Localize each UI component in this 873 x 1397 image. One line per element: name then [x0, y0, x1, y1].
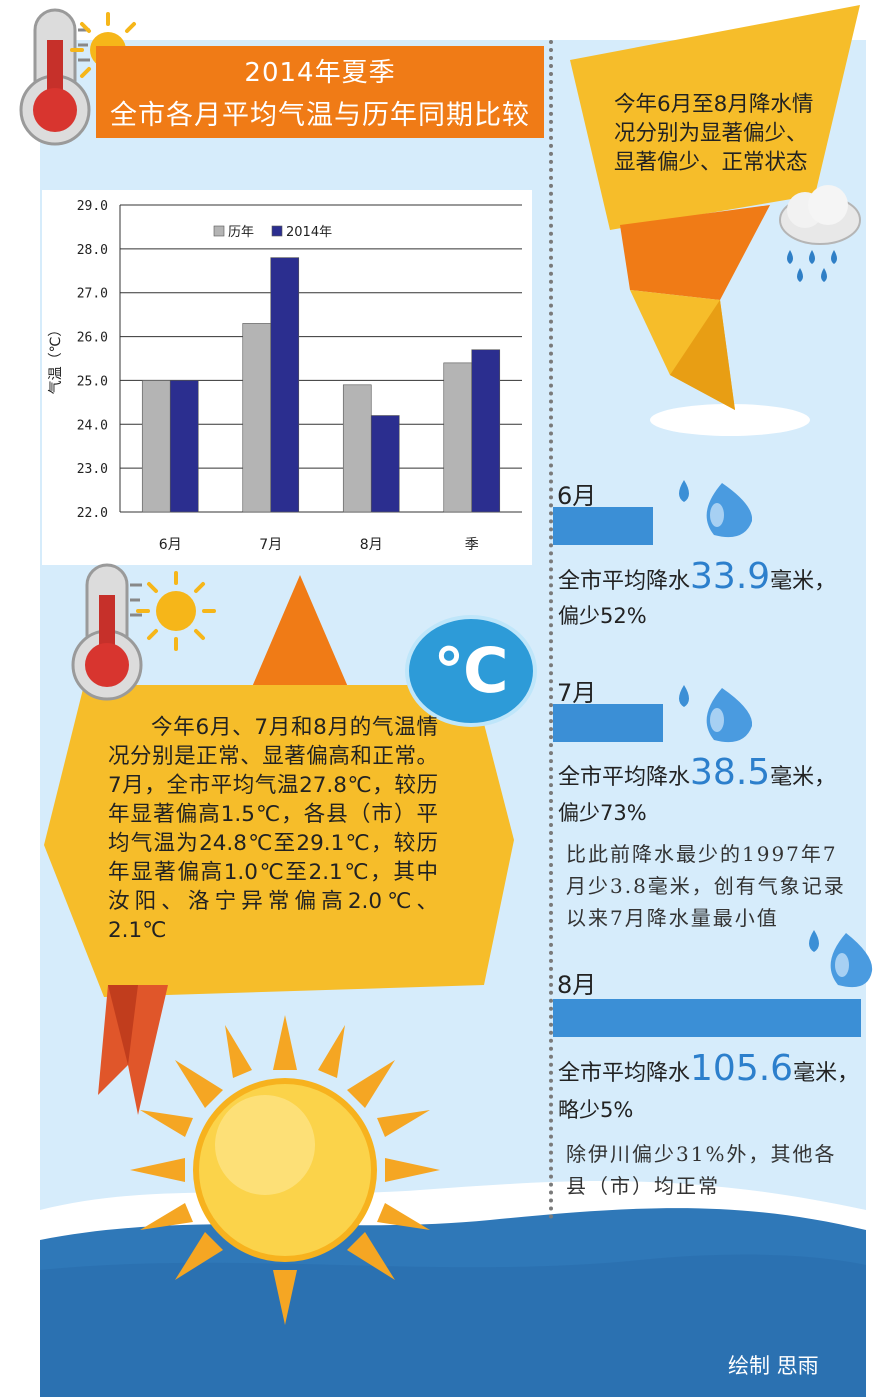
credit: 绘制 思雨 — [728, 1354, 819, 1378]
thermometer-icon — [19, 8, 91, 146]
water-drop-icon-3 — [809, 930, 873, 988]
rain-value: 105.6 — [690, 1048, 794, 1089]
dotted-divider — [549, 40, 553, 1220]
ribbon-decoration — [98, 985, 168, 1115]
rain-note-july: 比此前降水最少的1997年7月少3.8毫米，创有气象记录以来7月降水量最小值 — [566, 842, 846, 930]
y-tick-label: 27.0 — [77, 287, 108, 302]
month-bar-july — [553, 704, 663, 742]
chart-title-banner: 2014年夏季 全市各月平均气温与历年同期比较 — [96, 46, 544, 138]
water-drop-icon — [679, 480, 752, 538]
bar-historical — [342, 384, 372, 513]
month-bar-august — [553, 999, 861, 1037]
bar-2014 — [370, 415, 400, 513]
month-label-july: 7月 — [557, 679, 597, 707]
title-line2: 全市各月平均气温与历年同期比较 — [110, 100, 530, 131]
celsius-icon: ℃ — [405, 615, 537, 727]
rain-line-july: 全市平均降水38.5毫米， — [558, 752, 836, 793]
rain-note-august: 除伊川偏少31%外，其他各县（市）均正常 — [566, 1142, 837, 1198]
legend-label: 2014年 — [286, 225, 332, 240]
rain-unit: 毫米， — [770, 765, 837, 790]
bar-historical — [242, 323, 272, 513]
rain-pct-june: 偏少52% — [558, 604, 647, 628]
y-tick-label: 23.0 — [77, 462, 108, 477]
rain-unit: 毫米， — [793, 1061, 860, 1086]
rain-summary-banner — [570, 5, 860, 436]
x-tick-label: 6月 — [159, 537, 182, 553]
sea-background — [40, 1181, 866, 1397]
thermometer-icon-2 — [71, 563, 143, 701]
rain-line-june: 全市平均降水33.9毫米， — [558, 556, 836, 597]
rain-prefix: 全市平均降水 — [558, 765, 691, 790]
water-drop-icon-2 — [679, 685, 752, 743]
legend-label: 历年 — [228, 225, 254, 240]
x-tick-label: 8月 — [360, 537, 383, 553]
rain-unit: 毫米， — [770, 569, 837, 594]
cloud-rain-icon — [779, 185, 861, 282]
y-tick-label: 22.0 — [77, 506, 108, 521]
month-bar-june — [553, 507, 653, 545]
month-label-june: 6月 — [557, 482, 597, 510]
title-line1: 2014年夏季 — [244, 58, 396, 88]
rain-prefix: 全市平均降水 — [558, 569, 691, 594]
temperature-text-panel — [44, 685, 514, 997]
bar-historical — [141, 380, 171, 513]
bar-chart: 22.0 23.0 24.0 25.0 26.0 27.0 28.0 29.0 气温（℃） 6月 7… — [48, 199, 522, 553]
rain-line-august: 全市平均降水105.6毫米， — [558, 1048, 859, 1089]
x-tick-label: 季 — [465, 537, 479, 553]
y-tick-label: 26.0 — [77, 331, 108, 346]
temperature-summary: 今年6月、7月和8月的气温情况分别是正常、显著偏高和正常。7月，全市平均气温27… — [108, 715, 438, 943]
big-sun-icon — [130, 1015, 440, 1325]
month-label-august: 8月 — [557, 971, 597, 999]
bar-chart-panel: 22.0 23.0 24.0 25.0 26.0 27.0 28.0 29.0 气温（℃） 6月 7… — [42, 190, 532, 565]
bar-historical — [443, 362, 473, 513]
bar-2014 — [169, 380, 199, 513]
sun-icon-2 — [136, 571, 216, 651]
y-axis-label: 气温（℃） — [48, 323, 64, 395]
legend-swatch — [213, 225, 225, 237]
y-tick-label: 29.0 — [77, 199, 108, 214]
y-tick-label: 28.0 — [77, 243, 108, 258]
rain-prefix: 全市平均降水 — [558, 1061, 691, 1086]
bar-2014 — [270, 257, 300, 513]
rain-value: 38.5 — [690, 752, 771, 793]
x-tick-label: 7月 — [259, 537, 282, 553]
rain-pct-august: 略少5% — [558, 1098, 634, 1122]
orange-triangle-decoration — [240, 575, 360, 715]
y-tick-label: 24.0 — [77, 418, 108, 433]
rain-summary: 今年6月至8月降水情况分别为显著偏少、显著偏少、正常状态 — [614, 92, 814, 175]
rain-pct-july: 偏少73% — [558, 801, 647, 825]
rain-value: 33.9 — [690, 556, 771, 597]
legend-swatch — [271, 225, 283, 237]
bar-2014 — [471, 349, 501, 513]
y-tick-label: 25.0 — [77, 374, 108, 389]
